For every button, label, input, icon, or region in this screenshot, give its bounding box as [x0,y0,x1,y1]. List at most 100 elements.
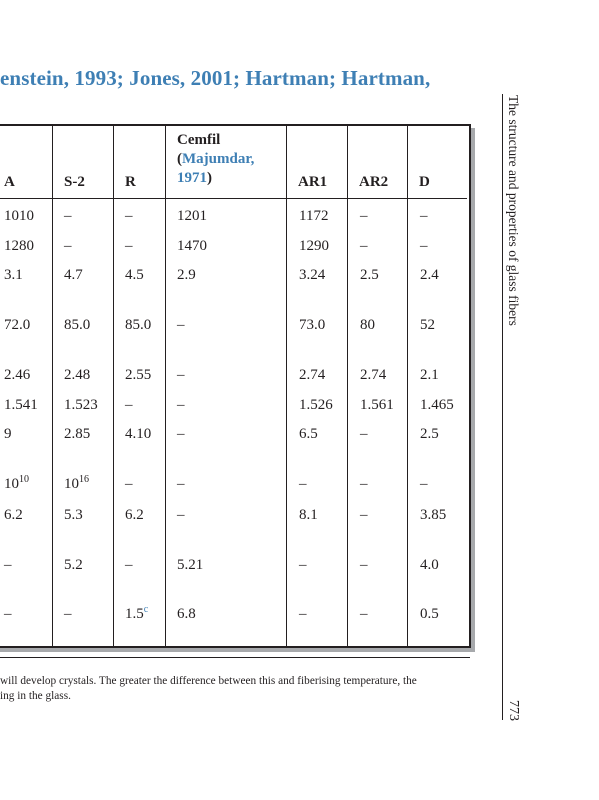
table-cell-cemfil: – [177,507,185,523]
table-cell-s2: 2.85 [64,426,91,442]
table-cell-d: 1.465 [420,397,454,413]
column-divider [347,124,348,648]
table-cell-d: 52 [420,317,435,333]
table-cell-ar2: – [360,238,368,254]
citation-link-year[interactable]: 1971 [177,169,207,186]
header-cemfil-name: Cemfil [177,132,221,148]
table-cell-cemfil: 2.9 [177,267,196,283]
table-cell-ar2: 80 [360,317,375,333]
table-cell-cemfil: – [177,426,185,442]
table-cell-r: 4.10 [125,426,152,442]
table-cell-s2: – [64,606,72,622]
table-cell-ar2: – [360,507,368,523]
table-cell-ar1: 1172 [299,208,329,224]
table-cell-r: 1.5c [125,604,149,622]
header-cemfil-citation-year: 1971) [177,169,212,186]
page-number: 773 [506,700,521,721]
column-divider [113,124,114,648]
header-r: R [125,174,136,190]
header-rule [0,198,467,199]
table-cell-s2: 1016 [64,474,89,492]
table-cell-s2: 5.2 [64,557,83,573]
table-cell-ar2: – [360,426,368,442]
table-cell-d: – [420,238,428,254]
table-cell-s2: – [64,238,72,254]
table-cell-d: 4.0 [420,557,439,573]
citation-link-majumdar[interactable]: Majumdar, [182,150,255,167]
table-cell-ar1: 3.24 [299,267,326,283]
table-cell-r: 4.5 [125,267,144,283]
footnote-line: ing in the glass. [0,690,71,702]
table-cell-cemfil: – [177,476,185,492]
table-cell-s2: – [64,208,72,224]
table-cell-cemfil: – [177,367,185,383]
table-cell-ar2: – [360,476,368,492]
table-cell-s2: 4.7 [64,267,83,283]
table-cell-a: 72.0 [4,317,31,333]
table-cell-cemfil: 5.21 [177,557,204,573]
table-cell-ar2: – [360,557,368,573]
table-cell-r: – [125,238,133,254]
table-cell-s2: 85.0 [64,317,91,333]
table-cell-ar1: 8.1 [299,507,318,523]
table-cell-cemfil: 6.8 [177,606,196,622]
table-cell-a: 2.46 [4,367,31,383]
table-cell-r: – [125,476,133,492]
table-cell-s2: 2.48 [64,367,91,383]
table-cell-a: 1.541 [4,397,38,413]
table-cell-r: – [125,397,133,413]
running-head-rule [502,94,503,720]
table-cell-d: 3.85 [420,507,447,523]
table-cell-r: 85.0 [125,317,152,333]
table-frame [0,124,471,648]
table-cell-r: – [125,208,133,224]
reference-citation-line: enstein, 1993; Jones, 2001; Hartman; Har… [0,66,431,90]
table-cell-ar1: 6.5 [299,426,318,442]
header-a: A [4,174,15,190]
footnote-line: will develop crystals. The greater the d… [0,675,417,687]
table-cell-d: 2.4 [420,267,439,283]
header-cemfil: Cemfil (Majumdar, 1971) [177,131,254,187]
table-cell-ar1: – [299,557,307,573]
table-cell-a: – [4,606,12,622]
table-cell-ar2: – [360,208,368,224]
table-cell-ar1: 1290 [299,238,329,254]
table-cell-cemfil: 1470 [177,238,207,254]
column-divider [52,124,53,648]
table-cell-ar1: – [299,606,307,622]
header-s2: S-2 [64,174,85,190]
table-cell-s2: 1.523 [64,397,98,413]
table-cell-d: 2.5 [420,426,439,442]
footnote-marker[interactable]: c [143,604,149,615]
table-cell-cemfil: 1201 [177,208,207,224]
header-d: D [419,174,430,190]
column-divider [407,124,408,648]
table-cell-a: – [4,557,12,573]
table-cell-s2: 5.3 [64,507,83,523]
table-cell-ar1: – [299,476,307,492]
table-cell-d: 2.1 [420,367,439,383]
footnote-rule [0,657,470,658]
table-cell-r: 6.2 [125,507,144,523]
table-cell-ar1: 73.0 [299,317,326,333]
header-ar1: AR1 [298,174,328,190]
running-head-title: The structure and properties of glass fi… [506,95,521,326]
table-cell-ar1: 1.526 [299,397,333,413]
table-cell-a: 1010 [4,474,29,492]
table-cell-a: 1010 [4,208,34,224]
table-cell-r: – [125,557,133,573]
table-cell-d: – [420,208,428,224]
column-divider [165,124,166,648]
table-cell-a: 1280 [4,238,34,254]
table-cell-a: 9 [4,426,12,442]
table-cell-ar2: 2.5 [360,267,379,283]
table-cell-ar2: – [360,606,368,622]
table-cell-a: 3.1 [4,267,23,283]
table-cell-ar2: 2.74 [360,367,387,383]
table-footnote: will develop crystals. The greater the d… [0,674,480,704]
column-divider [286,124,287,648]
table-cell-ar2: 1.561 [360,397,394,413]
header-ar2: AR2 [359,174,389,190]
table-cell-a: 6.2 [4,507,23,523]
table-cell-d: 0.5 [420,606,439,622]
